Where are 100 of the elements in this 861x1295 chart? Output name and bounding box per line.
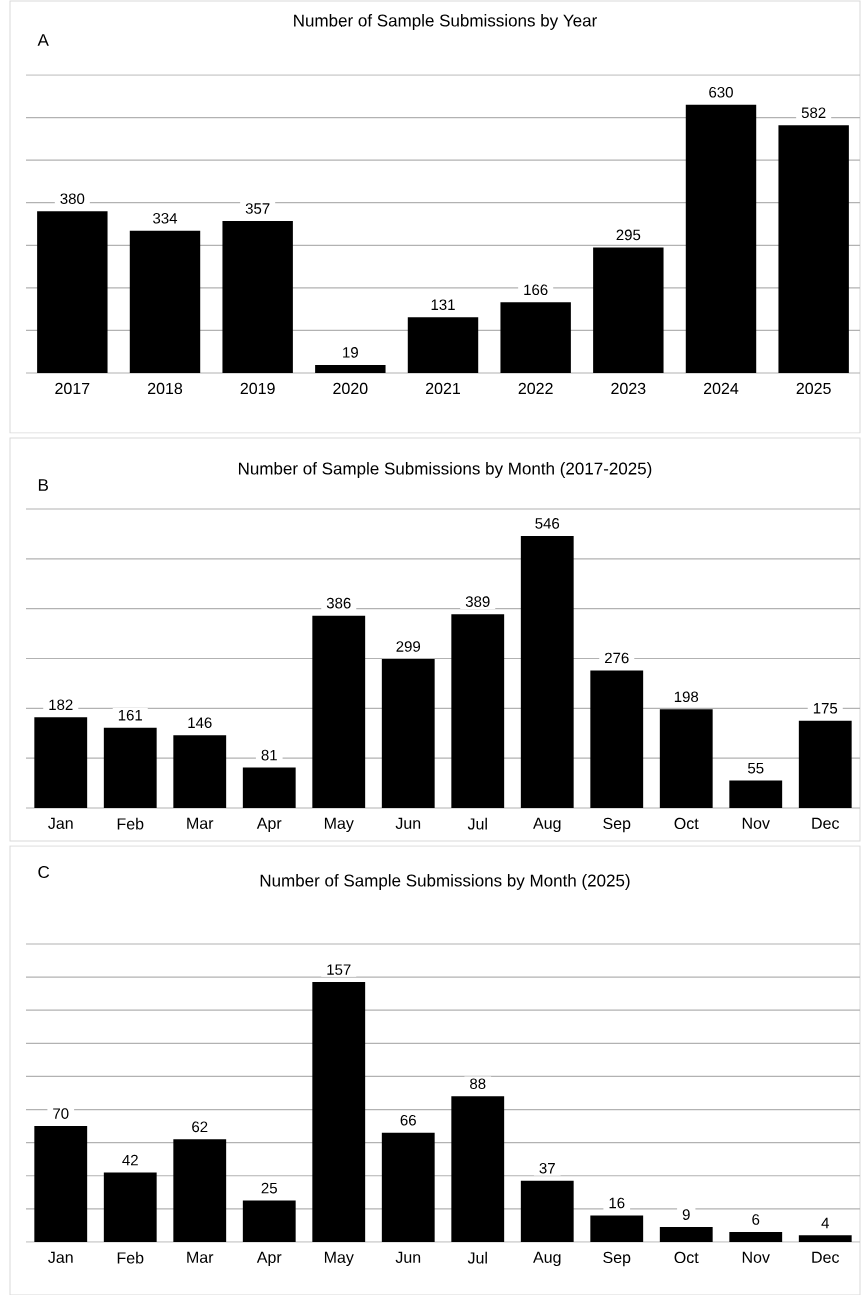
bar: [173, 735, 227, 808]
chart-title: Number of Sample Submissions by Year: [294, 14, 597, 30]
bar: [312, 615, 366, 808]
bar: [103, 727, 157, 808]
x-tick-label: Aug: [533, 817, 561, 833]
bar: [590, 1215, 644, 1242]
bar: [798, 1235, 852, 1242]
data-label: 582: [801, 107, 826, 119]
x-tick-label: Dec: [812, 1251, 840, 1263]
x-tick-label: Oct: [674, 1251, 699, 1264]
bar: [451, 1096, 505, 1242]
data-label: 88: [470, 1078, 486, 1090]
data-label: 182: [49, 699, 73, 711]
bar: [659, 1227, 713, 1242]
x-tick-label: Oct: [674, 817, 699, 830]
x-tick-label: Nov: [742, 817, 770, 829]
x-tick-label: Mar: [187, 1251, 214, 1263]
bar: [590, 670, 644, 808]
x-tick-label: Dec: [812, 817, 840, 829]
data-label: 42: [122, 1154, 138, 1166]
data-label: 357: [245, 203, 270, 214]
bar: [173, 1139, 227, 1242]
bar: [407, 317, 479, 373]
bar: [129, 230, 201, 373]
data-label: 19: [343, 347, 358, 358]
bar: [778, 125, 849, 373]
chart-title: Number of Sample Submissions by Month (2017-2025): [238, 462, 652, 478]
x-tick-label: Jan: [48, 1251, 73, 1263]
x-tick-label: Jul: [467, 817, 487, 830]
bar: [242, 767, 296, 808]
data-label: 16: [609, 1197, 625, 1209]
data-label: 161: [118, 709, 143, 721]
x-tick-label: May: [324, 817, 354, 833]
x-tick-label: 2023: [611, 382, 646, 395]
bar: [34, 1126, 88, 1242]
x-tick-label: 2020: [333, 382, 368, 395]
x-tick-label: Feb: [117, 1251, 144, 1264]
data-label: 6: [752, 1214, 760, 1225]
x-tick-label: Aug: [533, 1251, 561, 1267]
x-tick-label: Sep: [603, 1251, 631, 1267]
x-tick-label: Sep: [603, 817, 631, 833]
data-label: 389: [465, 596, 490, 607]
x-tick-label: Apr: [256, 817, 282, 833]
bar: [315, 364, 386, 373]
x-tick-label: Jun: [395, 1251, 421, 1263]
x-tick-label: Apr: [256, 1251, 282, 1267]
chart-title: Number of Sample Submissions by Month (2025): [260, 874, 630, 890]
x-tick-label: 2018: [148, 382, 183, 395]
bar: [685, 104, 757, 373]
bar: [451, 614, 505, 808]
x-tick-label: Jan: [48, 817, 73, 829]
data-label: 630: [709, 86, 733, 98]
x-tick-label: 2022: [518, 382, 553, 395]
x-tick-label: 2024: [704, 382, 739, 395]
data-label: 386: [326, 597, 351, 609]
bar: [34, 717, 88, 808]
bar: [593, 247, 664, 373]
x-tick-label: May: [324, 1251, 354, 1267]
data-label: 37: [539, 1162, 555, 1174]
data-label: 4: [821, 1217, 829, 1229]
data-label: 157: [327, 964, 351, 975]
bar: [242, 1200, 296, 1242]
bar: [520, 1180, 574, 1242]
data-label: 70: [53, 1108, 69, 1119]
bar: [659, 709, 713, 808]
data-label: 62: [192, 1121, 208, 1133]
data-label: 295: [616, 229, 641, 241]
bar: [520, 535, 574, 808]
data-label: 9: [682, 1209, 690, 1220]
text: C: [38, 865, 50, 879]
bar: [798, 720, 852, 808]
data-label: 175: [813, 703, 838, 714]
bar: [381, 658, 435, 808]
bar: [729, 1232, 783, 1242]
x-tick-label: Nov: [742, 1251, 770, 1263]
data-label: 166: [524, 284, 548, 296]
data-label: 198: [674, 691, 699, 703]
data-label: 546: [535, 518, 560, 529]
x-tick-label: Mar: [187, 817, 214, 829]
data-label: 25: [261, 1182, 277, 1194]
x-tick-label: 2017: [55, 382, 90, 395]
bar: [312, 982, 366, 1242]
bar: [729, 780, 783, 808]
x-tick-label: Jun: [395, 817, 421, 829]
bar: [103, 1172, 157, 1242]
x-tick-label: 2019: [240, 382, 275, 395]
text: A: [37, 34, 49, 46]
data-label: 131: [431, 299, 455, 311]
x-tick-label: 2025: [796, 382, 831, 395]
data-label: 146: [188, 717, 212, 729]
data-label: 380: [60, 193, 85, 205]
data-label: 55: [748, 762, 764, 774]
data-label: 334: [153, 212, 178, 224]
x-tick-label: 2021: [426, 382, 460, 395]
bar: [222, 221, 293, 373]
text: B: [38, 479, 48, 491]
bar: [37, 211, 108, 373]
x-tick-label: Feb: [117, 817, 144, 830]
x-tick-label: Jul: [467, 1251, 487, 1264]
bar: [381, 1132, 435, 1242]
